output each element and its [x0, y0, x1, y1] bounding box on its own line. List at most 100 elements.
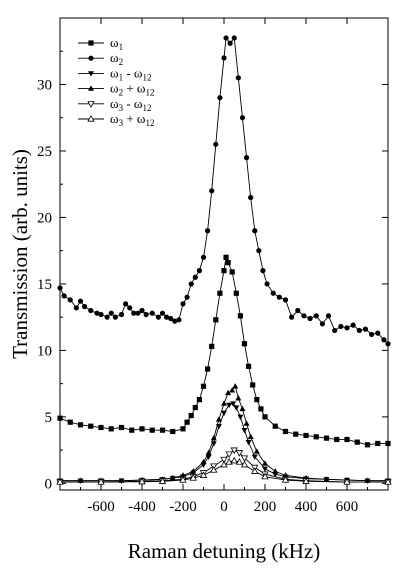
legend-label-part: 3: [119, 103, 124, 113]
data-point-series-1: [375, 440, 381, 447]
legend-label-part: 12: [145, 118, 154, 128]
data-point-series-4: [235, 395, 242, 401]
legend-label-part: 2: [119, 88, 124, 98]
data-point-series-1: [282, 428, 289, 435]
data-point-series-1: [98, 424, 104, 431]
data-point-series-1: [67, 419, 73, 425]
data-point-series-6: [230, 456, 238, 464]
data-point-series-2: [256, 248, 262, 254]
data-point-series-3: [230, 401, 237, 407]
data-point-series-2: [260, 268, 266, 274]
data-point-series-2: [200, 254, 207, 260]
data-point-series-1: [246, 363, 252, 369]
x-tick-label: 200: [254, 499, 277, 515]
data-point-series-1: [205, 366, 211, 372]
data-point-series-1: [221, 268, 227, 274]
data-point-series-2: [270, 290, 276, 296]
data-point-series-2: [180, 301, 186, 307]
data-point-series-2: [264, 281, 270, 287]
legend-label-part: -: [123, 96, 134, 111]
data-point-series-3: [245, 439, 252, 446]
data-point-series-1: [237, 313, 243, 319]
data-point-series-1: [108, 426, 114, 432]
data-point-series-1: [313, 434, 319, 440]
data-point-series-2: [73, 305, 79, 311]
legend-label-part: 1: [119, 42, 124, 52]
data-point-series-2: [356, 327, 362, 334]
y-tick-label: 15: [37, 277, 52, 293]
data-point-series-1: [88, 423, 94, 429]
data-point-series-4: [190, 468, 197, 474]
legend-label-part: +: [123, 111, 137, 126]
legend-label-part: 3: [119, 118, 124, 128]
data-point-series-2: [104, 314, 110, 320]
legend-label-part: 1: [119, 72, 124, 82]
data-point-series-2: [176, 317, 182, 323]
data-point-series-6: [302, 477, 310, 484]
data-point-series-2: [276, 294, 282, 300]
data-point-series-2: [243, 155, 250, 161]
data-point-series-4: [239, 405, 246, 412]
legend-label: ω1 - ω12: [110, 65, 151, 82]
y-tick-label: 0: [45, 476, 53, 492]
data-point-legend: [88, 71, 94, 77]
data-point-series-6: [251, 467, 259, 474]
data-point-series-1: [262, 414, 268, 420]
data-point-legend: [87, 101, 95, 108]
x-tick-label: -600: [87, 499, 115, 515]
data-point-series-2: [325, 313, 332, 319]
data-point-series-1: [200, 383, 207, 389]
series-2: [57, 35, 391, 347]
data-point-series-4: [221, 400, 227, 406]
x-tick-label: 600: [336, 499, 359, 515]
data-point-series-6: [240, 460, 249, 468]
data-point-legend: [87, 114, 95, 122]
data-point-series-2: [350, 322, 356, 328]
data-point-series-4: [247, 433, 254, 440]
x-tick-label: 400: [295, 499, 318, 515]
legend-label-part: ω: [110, 65, 119, 80]
data-point-series-2: [227, 40, 233, 46]
data-point-series-6: [281, 476, 290, 483]
series-4: [57, 383, 391, 483]
data-point-series-1: [233, 290, 239, 296]
data-point-series-6: [225, 458, 233, 465]
data-point-series-2: [108, 310, 114, 316]
legend-label-part: ω: [137, 111, 146, 126]
legend-label: ω2 + ω12: [110, 81, 154, 98]
data-point-series-6: [343, 477, 351, 485]
data-point-series-2: [344, 325, 350, 331]
y-axis-label: Transmission (arb. units): [8, 149, 32, 359]
data-point-series-2: [112, 314, 118, 320]
data-point-series-1: [149, 427, 155, 433]
data-point-series-4: [205, 449, 212, 455]
data-point-series-1: [159, 427, 166, 433]
data-point-series-4: [77, 477, 84, 483]
legend-entry: ω1: [78, 35, 123, 52]
data-point-series-5: [235, 450, 244, 457]
data-point-series-5: [220, 456, 228, 464]
data-point-series-2: [139, 307, 145, 314]
data-point-series-2: [375, 330, 381, 336]
legend-label-part: ω: [134, 96, 143, 111]
data-point-series-1: [139, 426, 145, 432]
x-tick-label: 0: [220, 499, 228, 515]
data-point-series-2: [231, 35, 237, 41]
data-point-series-1: [223, 254, 229, 260]
data-point-series-1: [229, 269, 235, 275]
data-point-series-6: [56, 477, 64, 485]
data-point-series-4: [253, 448, 260, 454]
series-3: [57, 401, 391, 484]
data-point-series-6: [199, 471, 208, 478]
data-point-series-6: [189, 474, 197, 481]
data-point-legend: [88, 55, 94, 61]
legend-label-part: -: [123, 65, 134, 80]
data-point-series-4: [282, 472, 289, 478]
data-point-series-4: [169, 474, 176, 481]
data-point-series-1: [258, 406, 264, 412]
legend-label: ω2: [110, 50, 123, 67]
data-point-series-2: [385, 341, 391, 347]
data-point-series-1: [250, 382, 256, 388]
data-point-series-5: [230, 447, 238, 455]
